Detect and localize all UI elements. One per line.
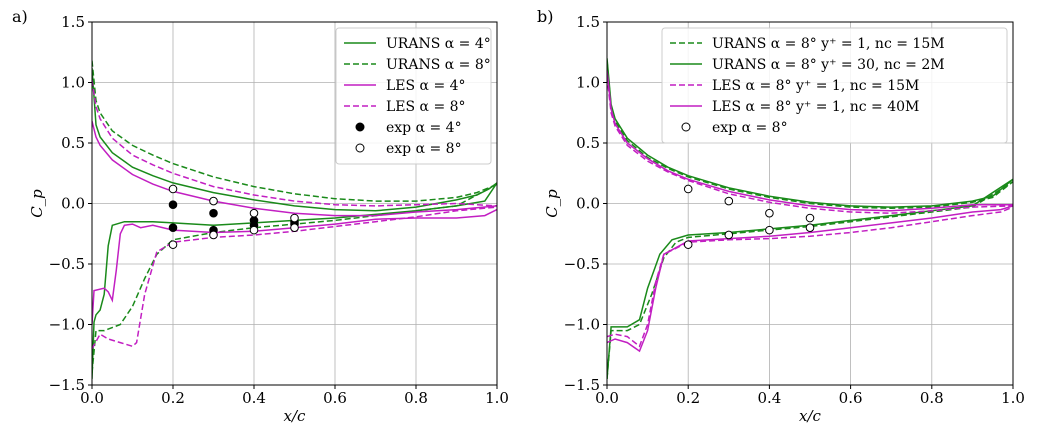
x-tick-label: 0.6 bbox=[323, 389, 347, 407]
exp-point-0-0 bbox=[168, 200, 178, 210]
legend-item: LES α = 8° bbox=[344, 99, 466, 115]
exp-point-1-0 bbox=[168, 184, 178, 194]
y-tick-label: 0.5 bbox=[576, 134, 600, 152]
exp-points bbox=[168, 184, 299, 249]
legend-item: exp α = 8° bbox=[681, 120, 788, 136]
exp-point-0-3 bbox=[805, 213, 815, 223]
series-line-2-1 bbox=[607, 206, 1013, 348]
legend-box bbox=[661, 27, 1008, 144]
legend-item: LES α = 8° y⁺ = 1, nc = 40M bbox=[670, 99, 919, 115]
y-tick-label: 1.0 bbox=[576, 74, 600, 92]
x-tick-label: 1.0 bbox=[1001, 389, 1025, 407]
series-line-0-1 bbox=[92, 182, 497, 379]
y-tick-label: −1.5 bbox=[564, 376, 600, 394]
exp-point-0-6 bbox=[765, 225, 774, 235]
legend-label: exp α = 4° bbox=[386, 120, 462, 136]
series-lines bbox=[607, 58, 1013, 379]
y-tick-label: −0.5 bbox=[564, 255, 600, 273]
legend-item: LES α = 8° y⁺ = 1, nc = 15M bbox=[670, 78, 919, 94]
exp-point-1-5 bbox=[209, 230, 218, 240]
exp-point-0-4 bbox=[683, 240, 693, 249]
legend-label: exp α = 8° bbox=[386, 141, 462, 157]
y-tick-label: 0.0 bbox=[576, 195, 600, 213]
legend-item: exp α = 4° bbox=[355, 120, 462, 136]
x-tick-label: 0.2 bbox=[676, 389, 700, 407]
legend-item: URANS α = 8° y⁺ = 30, nc = 2M bbox=[670, 57, 945, 73]
legend-item: URANS α = 4° bbox=[344, 36, 491, 52]
x-tick-label: 0.6 bbox=[839, 389, 863, 407]
exp-point-1-7 bbox=[290, 223, 299, 232]
legend-label: LES α = 4° bbox=[386, 78, 466, 94]
exp-points bbox=[683, 184, 815, 249]
x-tick-label: 0.8 bbox=[404, 389, 428, 407]
legend-item: URANS α = 8° y⁺ = 1, nc = 15M bbox=[670, 36, 945, 52]
x-axis-label: x/c bbox=[284, 407, 307, 425]
series-line-3-0 bbox=[607, 70, 1013, 212]
legend-marker-swatch bbox=[355, 122, 365, 132]
legend-item: LES α = 4° bbox=[344, 78, 466, 94]
panel-label: a) bbox=[12, 7, 28, 26]
x-tick-label: 1.0 bbox=[485, 389, 509, 407]
exp-point-1-3 bbox=[290, 213, 299, 223]
series-line-1-0 bbox=[607, 58, 1013, 208]
exp-point-0-5 bbox=[724, 230, 734, 240]
y-tick-label: 1.5 bbox=[61, 13, 85, 31]
exp-point-0-0 bbox=[683, 184, 693, 194]
y-axis-label: C_p bbox=[543, 189, 561, 218]
exp-point-1-1 bbox=[209, 196, 218, 206]
y-tick-label: 0.5 bbox=[61, 134, 85, 152]
panel-label: b) bbox=[537, 7, 553, 26]
legend-label: URANS α = 4° bbox=[386, 36, 491, 52]
y-tick-label: −1.5 bbox=[49, 376, 85, 394]
exp-point-0-1 bbox=[209, 208, 218, 218]
legend-label: URANS α = 8° y⁺ = 1, nc = 15M bbox=[712, 36, 945, 52]
x-tick-label: 0.4 bbox=[242, 389, 266, 407]
y-tick-label: −0.5 bbox=[49, 255, 85, 273]
panel-b: b) 0.0 0.2 0.4 0.6 0.8 1.0 1.5 1.0 0.5 0.0 −0.5 −1.0… bbox=[537, 7, 1025, 425]
exp-point-1-6 bbox=[249, 225, 259, 235]
legend: URANS α = 8° y⁺ = 1, nc = 15M URANS α = 8… bbox=[661, 27, 1008, 144]
legend-label: exp α = 8° bbox=[712, 120, 788, 136]
series-line-3-0 bbox=[92, 79, 497, 207]
legend-item: exp α = 8° bbox=[355, 141, 462, 157]
exp-point-0-2 bbox=[765, 208, 774, 218]
legend-item: URANS α = 8° bbox=[344, 57, 491, 73]
exp-point-0-7 bbox=[805, 223, 815, 232]
series-lines bbox=[92, 60, 497, 379]
legend-label: URANS α = 8° bbox=[386, 57, 491, 73]
x-tick-label: 0.4 bbox=[757, 389, 781, 407]
series-line-0-1 bbox=[607, 181, 1013, 379]
x-tick-label: 0.0 bbox=[80, 389, 104, 407]
y-tick-label: 1.0 bbox=[61, 74, 85, 92]
series-line-0-0 bbox=[607, 60, 1013, 210]
x-tick-label: 0.8 bbox=[920, 389, 944, 407]
legend-marker-swatch bbox=[355, 143, 365, 153]
x-tick-label: 0.2 bbox=[161, 389, 185, 407]
exp-point-1-4 bbox=[168, 240, 178, 249]
legend-label: LES α = 8° y⁺ = 1, nc = 15M bbox=[712, 78, 919, 94]
legend-label: LES α = 8° y⁺ = 1, nc = 40M bbox=[712, 99, 919, 115]
y-tick-label: 0.0 bbox=[61, 195, 85, 213]
y-tick-label: −1.0 bbox=[49, 316, 85, 334]
series-line-0-0 bbox=[92, 67, 497, 212]
series-line-2-0 bbox=[607, 76, 1013, 214]
legend-label: URANS α = 8° y⁺ = 30, nc = 2M bbox=[712, 57, 945, 73]
series-line-1-1 bbox=[607, 178, 1013, 379]
series-line-1-0 bbox=[92, 60, 497, 202]
series-line-1-1 bbox=[92, 183, 497, 373]
y-axis-label: C_p bbox=[28, 189, 46, 218]
y-tick-label: 1.5 bbox=[576, 13, 600, 31]
exp-point-0-4 bbox=[168, 223, 178, 232]
panel-a: a) 0.0 0.2 0.4 0.6 0.8 1.0 1.5 1.0 0.5 0.0 −0.5 −1.0… bbox=[12, 7, 509, 425]
legend-marker-swatch bbox=[681, 122, 691, 132]
y-tick-label: −1.0 bbox=[564, 316, 600, 334]
exp-point-0-1 bbox=[724, 196, 734, 206]
exp-point-1-2 bbox=[249, 208, 259, 218]
legend-box bbox=[335, 27, 492, 165]
x-axis-label: x/c bbox=[799, 407, 822, 425]
legend-label: LES α = 8° bbox=[386, 99, 466, 115]
x-tick-label: 0.0 bbox=[595, 389, 619, 407]
legend: URANS α = 4° URANS α = 8° LES α = 4° LES α … bbox=[335, 27, 492, 165]
